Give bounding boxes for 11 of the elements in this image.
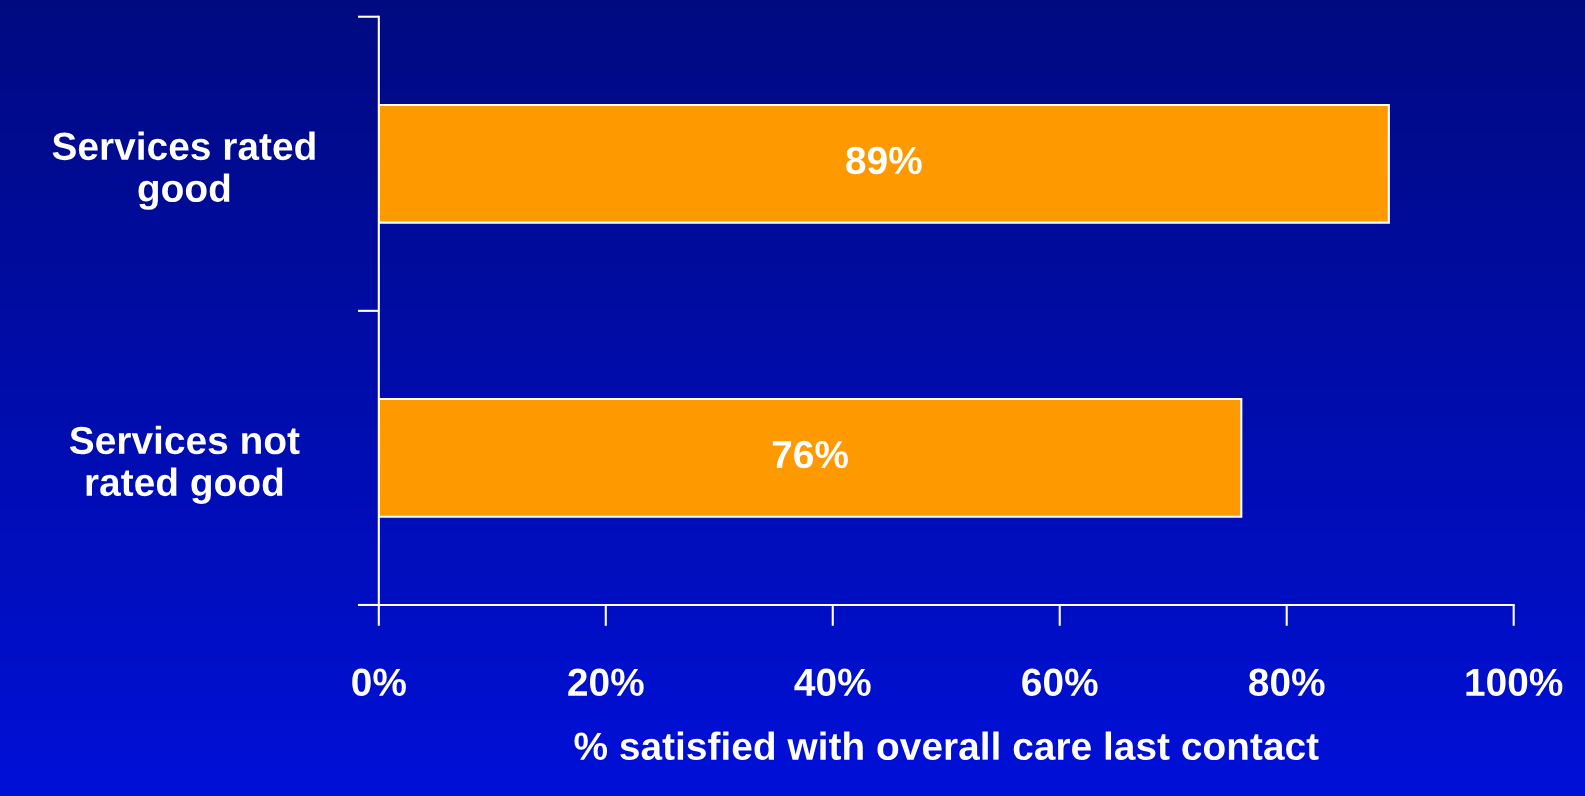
data-label: 76% — [772, 440, 848, 469]
x-tick-label: 0% — [352, 668, 406, 697]
x-tick-label: 60% — [1022, 668, 1098, 697]
x-tick-label: 20% — [568, 668, 644, 697]
y-tick-label: Services not rated good — [69, 425, 300, 504]
y-tick-label: Services rated good — [52, 131, 315, 210]
x-tick-label: 80% — [1249, 668, 1325, 697]
data-label: 89% — [846, 146, 922, 175]
x-tick-label: 40% — [794, 668, 871, 697]
x-tick-label: 100% — [1466, 668, 1563, 697]
x-axis-title: % satisfied with overall care last contact — [574, 731, 1319, 761]
